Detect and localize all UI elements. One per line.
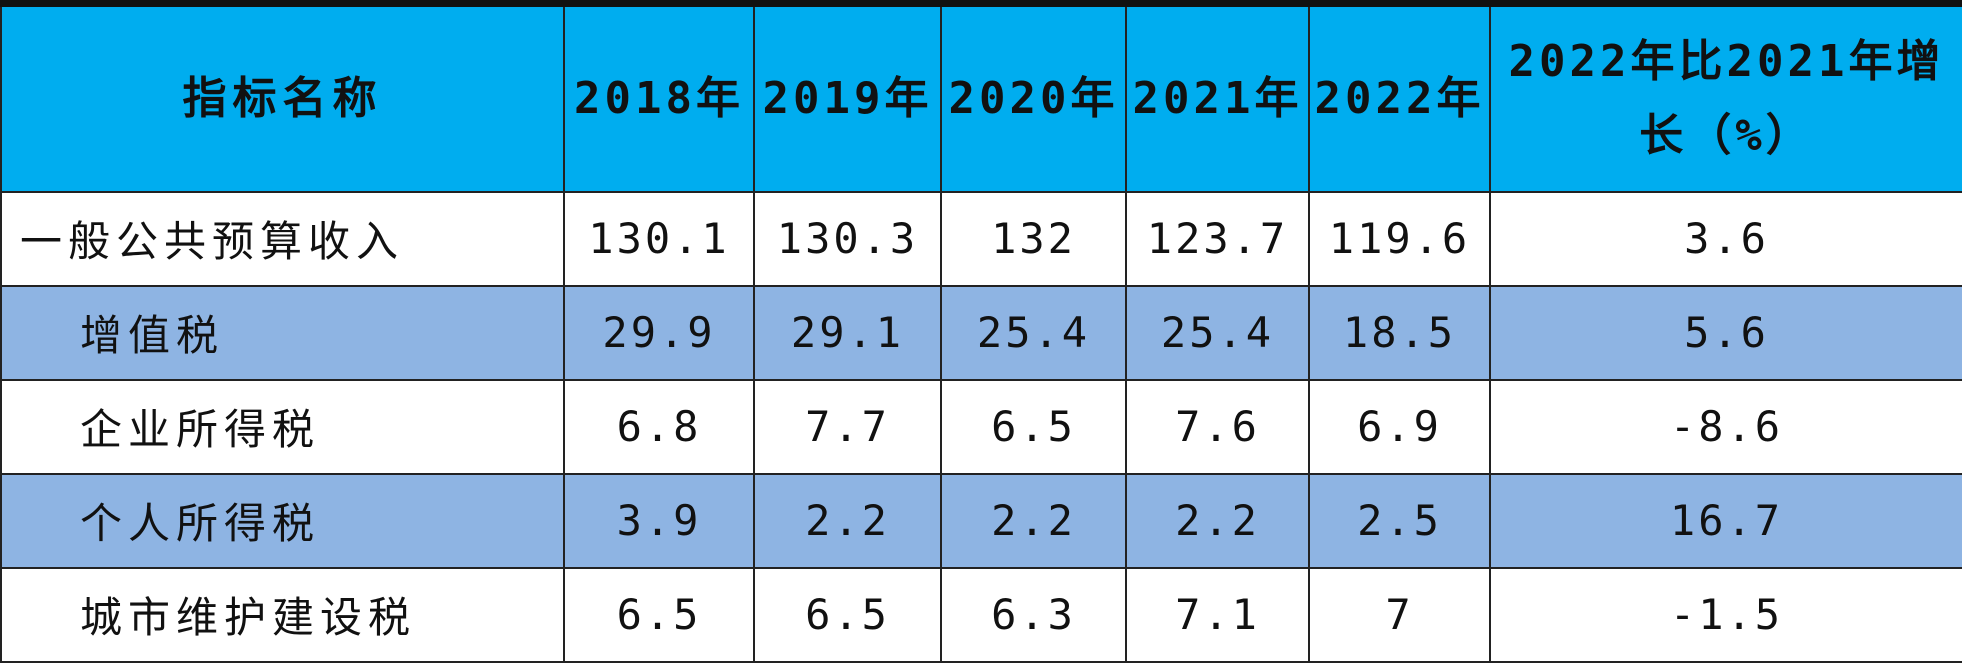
change-cell: 5.6 — [1489, 284, 1962, 381]
value-cell-2022: 7 — [1308, 566, 1491, 663]
value-cell-2021: 7.6 — [1125, 378, 1310, 475]
value-cell-2021: 123.7 — [1125, 190, 1310, 287]
value-cell-2021: 7.1 — [1125, 566, 1310, 663]
value-cell-2018: 3.9 — [563, 472, 755, 569]
column-header-name: 指标名称 — [0, 2, 565, 193]
value-cell-2020: 6.3 — [940, 566, 1127, 663]
table-row: 个人所得税 3.9 2.2 2.2 2.2 2.5 16.7 — [0, 472, 1962, 569]
value-cell-2022: 6.9 — [1308, 378, 1491, 475]
value-cell-2019: 29.1 — [753, 284, 942, 381]
column-header-2018: 2018年 — [563, 2, 755, 193]
value-cell-2018: 6.8 — [563, 378, 755, 475]
value-cell-2018: 6.5 — [563, 566, 755, 663]
value-cell-2020: 6.5 — [940, 378, 1127, 475]
value-cell-2021: 25.4 — [1125, 284, 1310, 381]
column-header-2022: 2022年 — [1308, 2, 1491, 193]
column-header-2020: 2020年 — [940, 2, 1127, 193]
table-row: 一般公共预算收入 130.1 130.3 132 123.7 119.6 3.6 — [0, 190, 1962, 287]
row-name-cell: 增值税 — [0, 284, 565, 381]
row-name-cell: 一般公共预算收入 — [0, 190, 565, 287]
value-cell-2020: 25.4 — [940, 284, 1127, 381]
header-row: 指标名称 2018年 2019年 2020年 2021年 2022年 2022年… — [0, 2, 1962, 193]
value-cell-2020: 2.2 — [940, 472, 1127, 569]
row-name-cell: 个人所得税 — [0, 472, 565, 569]
change-cell: 16.7 — [1489, 472, 1962, 569]
value-cell-2019: 2.2 — [753, 472, 942, 569]
column-header-2019: 2019年 — [753, 2, 942, 193]
value-cell-2020: 132 — [940, 190, 1127, 287]
value-cell-2019: 7.7 — [753, 378, 942, 475]
column-header-change: 2022年比2021年增长（%） — [1489, 2, 1962, 193]
change-cell: -8.6 — [1489, 378, 1962, 475]
table-row: 增值税 29.9 29.1 25.4 25.4 18.5 5.6 — [0, 284, 1962, 381]
row-name-cell: 企业所得税 — [0, 378, 565, 475]
value-cell-2019: 6.5 — [753, 566, 942, 663]
table-row: 企业所得税 6.8 7.7 6.5 7.6 6.9 -8.6 — [0, 378, 1962, 475]
row-name-cell: 城市维护建设税 — [0, 566, 565, 663]
table-row: 城市维护建设税 6.5 6.5 6.3 7.1 7 -1.5 — [0, 566, 1962, 663]
value-cell-2022: 18.5 — [1308, 284, 1491, 381]
change-cell: -1.5 — [1489, 566, 1962, 663]
value-cell-2022: 2.5 — [1308, 472, 1491, 569]
value-cell-2022: 119.6 — [1308, 190, 1491, 287]
value-cell-2018: 29.9 — [563, 284, 755, 381]
change-cell: 3.6 — [1489, 190, 1962, 287]
value-cell-2018: 130.1 — [563, 190, 755, 287]
value-cell-2019: 130.3 — [753, 190, 942, 287]
value-cell-2021: 2.2 — [1125, 472, 1310, 569]
column-header-2021: 2021年 — [1125, 2, 1310, 193]
